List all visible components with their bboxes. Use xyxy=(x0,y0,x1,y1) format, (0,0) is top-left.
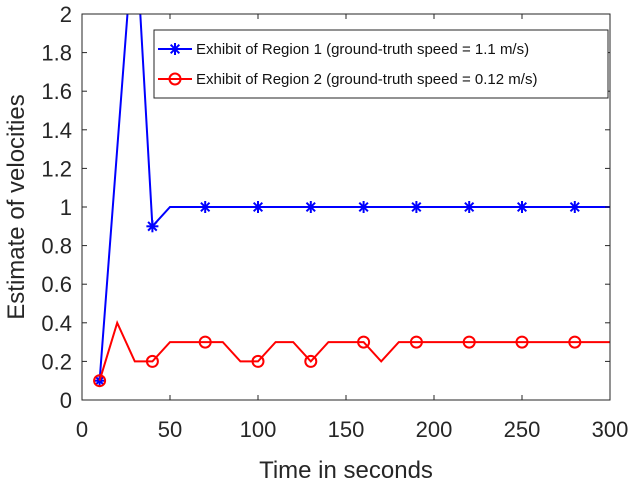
y-axis-label: Estimate of velocities xyxy=(3,94,30,319)
y-tick-label: 1.4 xyxy=(41,118,72,143)
series-2-point xyxy=(198,335,212,349)
legend-label: Exhibit of Region 1 (ground-truth speed … xyxy=(196,41,529,58)
series-1-point xyxy=(357,201,370,213)
legend-item-1: Exhibit of Region 1 (ground-truth speed … xyxy=(158,41,529,58)
x-tick-label: 200 xyxy=(416,417,453,442)
y-tick-label: 0.4 xyxy=(41,311,72,336)
series-2-point xyxy=(409,335,423,349)
y-tick-label: 2 xyxy=(60,2,72,27)
series-2-point xyxy=(304,354,318,368)
legend-item-2: Exhibit of Region 2 (ground-truth speed … xyxy=(158,71,537,88)
series-1-point xyxy=(568,201,581,213)
legend-label: Exhibit of Region 2 (ground-truth speed … xyxy=(196,71,537,88)
y-tick-label: 0 xyxy=(60,388,72,413)
legend: Exhibit of Region 1 (ground-truth speed … xyxy=(153,29,609,99)
series-2-point xyxy=(568,335,582,349)
series-2-line xyxy=(98,319,610,381)
y-tick-label: 1.8 xyxy=(41,41,72,66)
x-tick-label: 100 xyxy=(240,417,277,442)
series-1-point xyxy=(516,201,528,213)
legend-marker xyxy=(168,72,182,86)
y-tick-label: 0.2 xyxy=(41,349,72,374)
series-2-point xyxy=(145,354,159,368)
series-1-point xyxy=(304,201,317,213)
y-tick-label: 0.6 xyxy=(41,272,72,297)
legend-box xyxy=(153,29,609,99)
series-1-point xyxy=(199,201,212,213)
legend-marker xyxy=(169,43,181,55)
series-2-point xyxy=(462,335,476,349)
series-2-point xyxy=(515,335,529,349)
y-tick-label: 1 xyxy=(60,195,72,220)
series-1-point xyxy=(252,201,264,213)
series-2-point xyxy=(93,374,107,388)
x-tick-label: 300 xyxy=(592,417,629,442)
series-1-point xyxy=(146,220,159,233)
x-tick-label: 250 xyxy=(504,417,541,442)
series-2-point xyxy=(357,335,371,349)
series-1-point xyxy=(410,201,423,213)
series-1-point xyxy=(463,201,476,213)
x-tick-label: 50 xyxy=(158,417,182,442)
y-tick-label: 0.8 xyxy=(41,234,72,259)
y-tick-label: 1.2 xyxy=(41,156,72,181)
x-tick-label: 150 xyxy=(328,417,365,442)
series-2 xyxy=(93,319,610,388)
series-1 xyxy=(93,14,610,387)
y-tick-label: 1.6 xyxy=(41,79,72,104)
x-tick-label: 0 xyxy=(76,417,88,442)
x-axis-label: Time in seconds xyxy=(259,457,433,484)
series-2-point xyxy=(251,354,265,368)
